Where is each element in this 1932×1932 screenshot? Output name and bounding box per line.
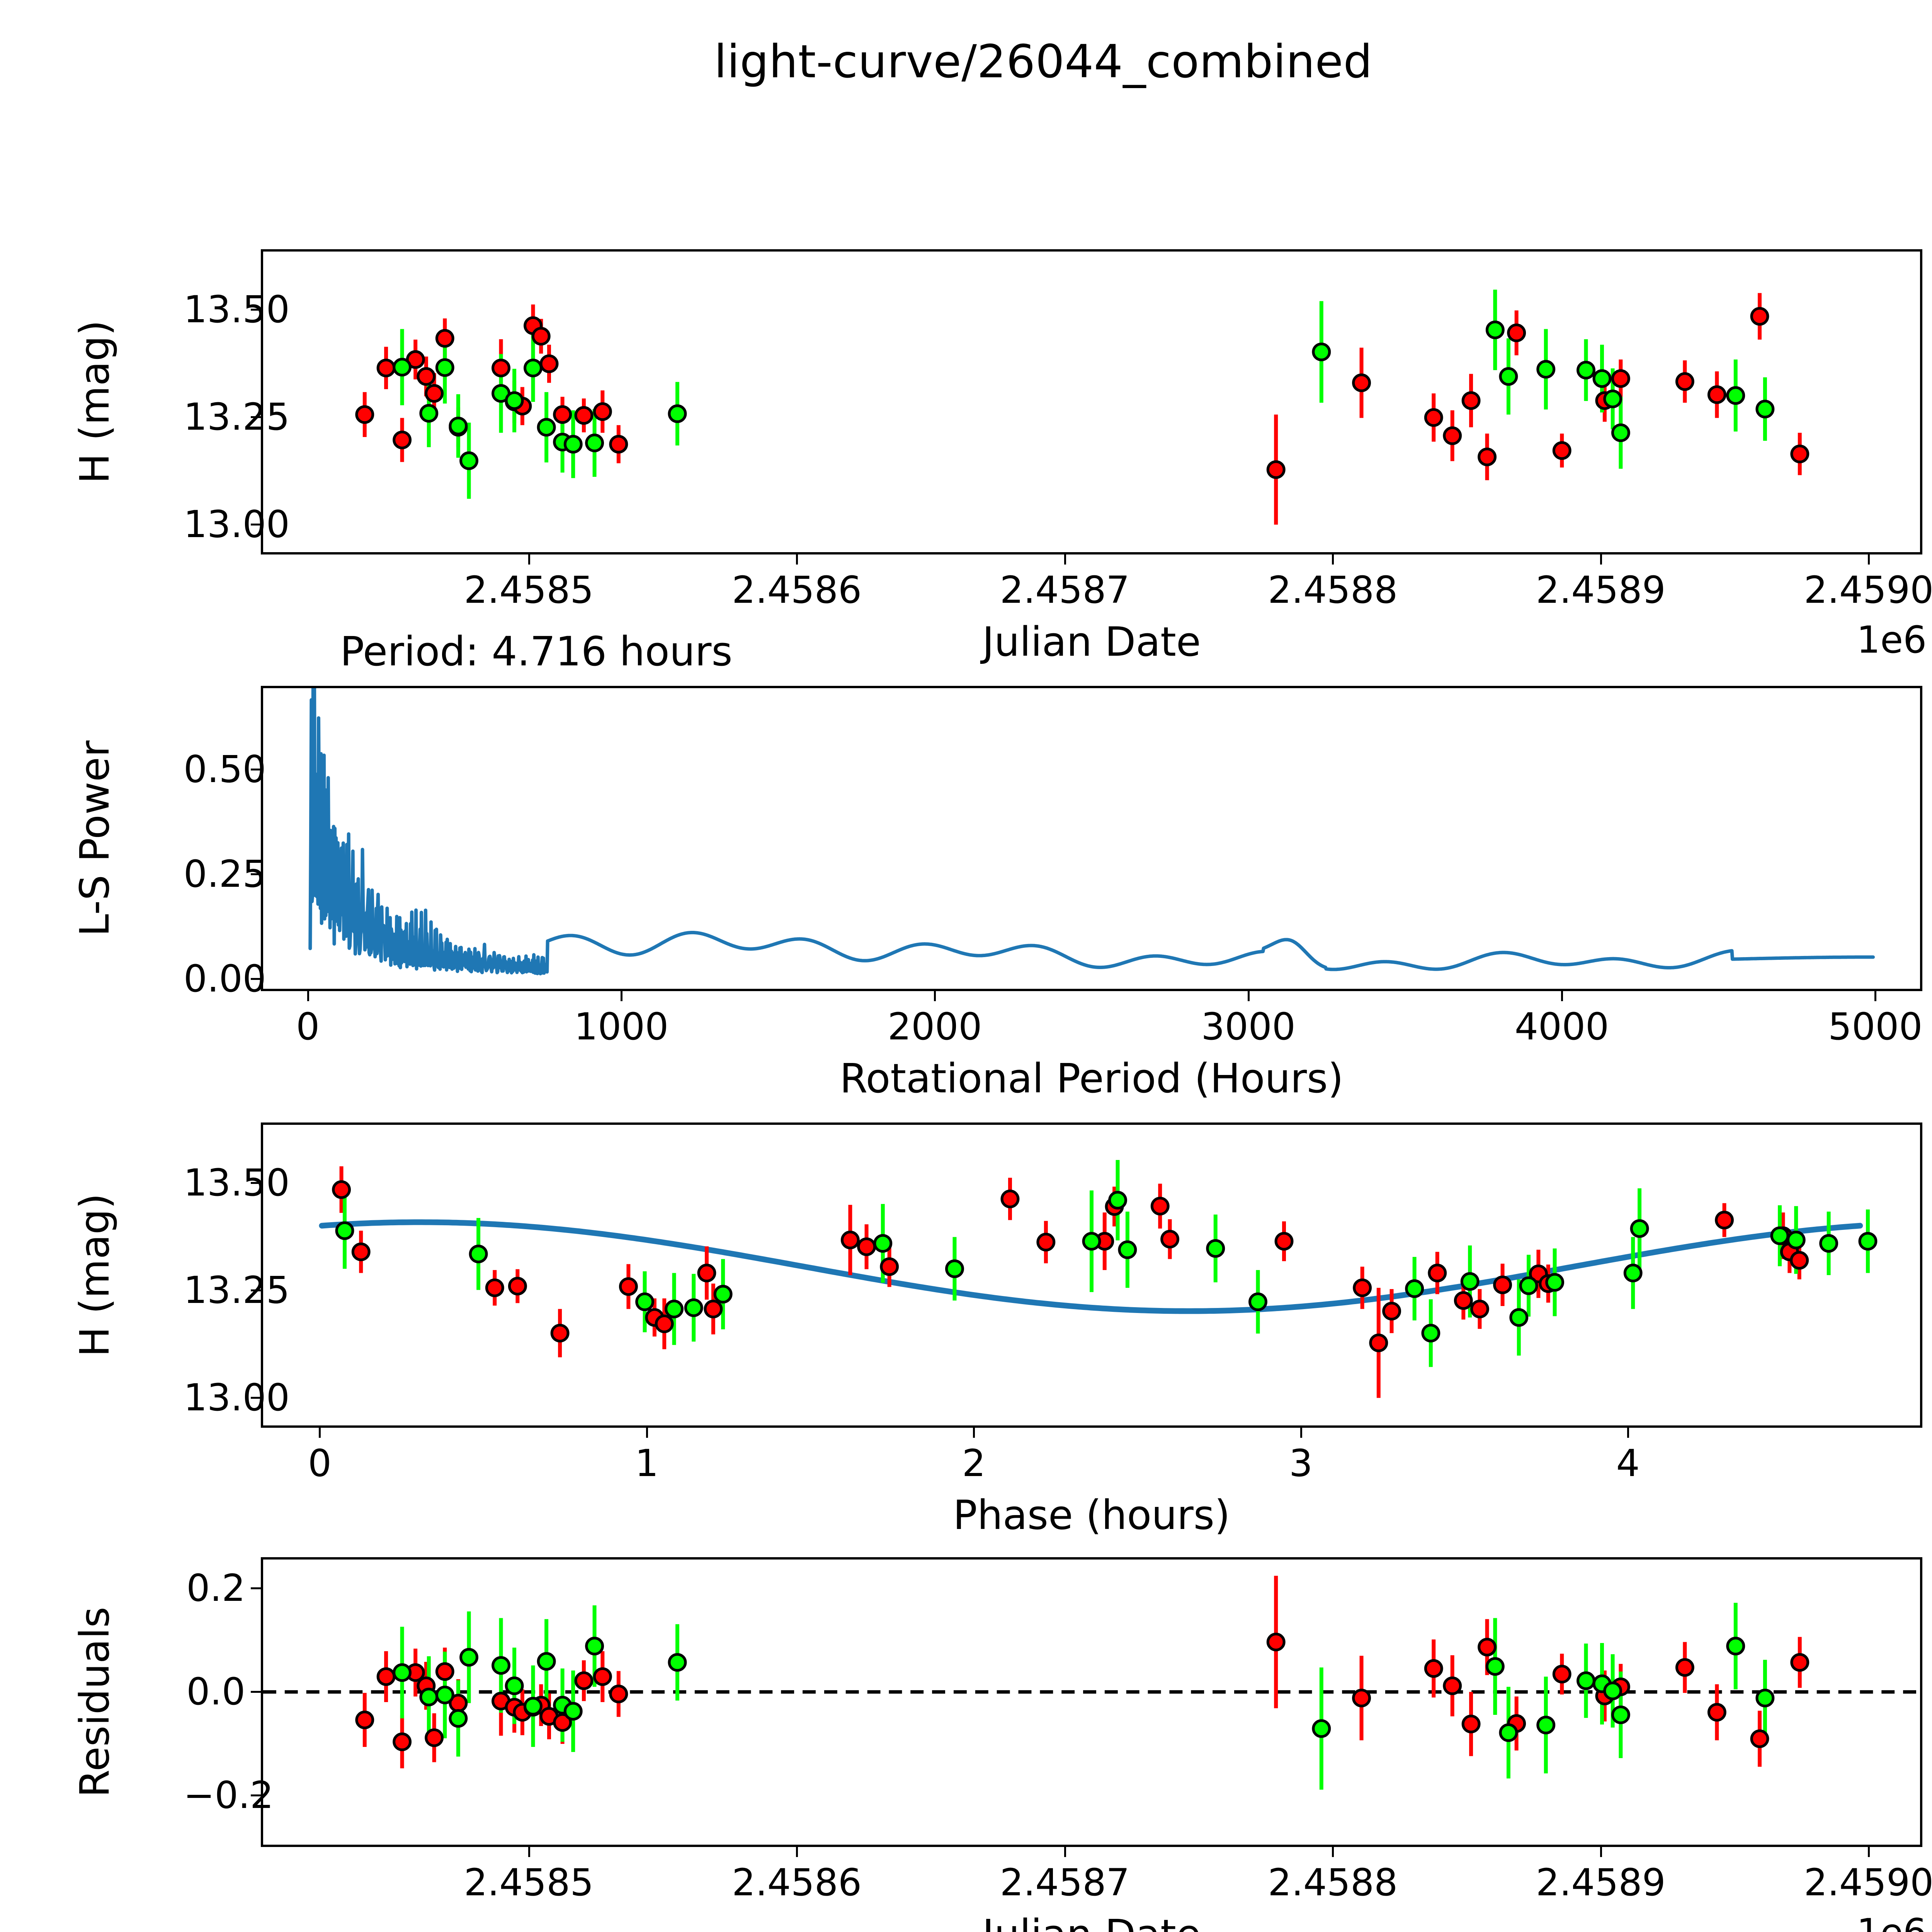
- panel-periodogram-xtick: [621, 991, 623, 1001]
- panel-residuals-xticklabel: 2.4588: [1268, 1861, 1398, 1904]
- panel-residuals-xtick: [796, 1847, 798, 1857]
- panel-periodogram-xticklabel: 3000: [1201, 1005, 1296, 1048]
- panel-periodogram-ylabel: L-S Power: [71, 740, 118, 937]
- panel-phase-xticklabel: 3: [1289, 1442, 1313, 1485]
- panel-residuals-ytick: [251, 1587, 261, 1590]
- panel-residuals-xticklabel: 2.4585: [464, 1861, 594, 1904]
- panel-periodogram-xlabel: Rotational Period (Hours): [840, 1055, 1344, 1102]
- panel-periodogram-xtick: [1561, 991, 1563, 1001]
- phase-plot: [319, 1160, 1878, 1398]
- panel-lightcurve-ylabel: H (mag): [71, 320, 118, 484]
- panel-residuals-xoffset: 1e6: [1857, 1911, 1927, 1932]
- panel-lightcurve-xtick: [1868, 554, 1870, 565]
- axes-box-lightcurve: [261, 249, 1922, 554]
- panel-residuals-yticklabel: −0.2: [184, 1774, 274, 1817]
- panel-lightcurve-xtick: [1064, 554, 1066, 565]
- panel-periodogram-ytick: [251, 873, 261, 875]
- panel-lightcurve-yticklabel: 13.50: [184, 287, 290, 331]
- panel-residuals-xtick: [528, 1847, 530, 1857]
- panel-phase-xticklabel: 2: [962, 1442, 986, 1485]
- panel-residuals-xtick: [1868, 1847, 1870, 1857]
- panel-residuals-ytick: [251, 1794, 261, 1797]
- panel-lightcurve-xticklabel: 2.4587: [1000, 568, 1130, 612]
- panel-lightcurve-yticklabel: 13.25: [184, 395, 290, 439]
- panel-phase-ytick: [251, 1289, 261, 1291]
- panel-lightcurve-xticklabel: 2.4586: [732, 568, 862, 612]
- panel-periodogram-yticklabel: 0.00: [184, 957, 266, 1000]
- panel-residuals: [261, 1557, 1922, 1847]
- panel-lightcurve-ytick: [251, 416, 261, 418]
- panel-periodogram-yticklabel: 0.25: [184, 852, 266, 896]
- panel-phase-xticklabel: 1: [635, 1442, 659, 1485]
- panel-lightcurve-xtick: [796, 554, 798, 565]
- periodogram-plot: [308, 688, 1875, 976]
- panel-phase-yticklabel: 13.00: [184, 1376, 290, 1420]
- panel-lightcurve-ytick: [251, 524, 261, 526]
- panel-phase-ytick: [251, 1397, 261, 1399]
- lightcurve-plot: [355, 289, 1810, 525]
- panel-phase: [261, 1122, 1922, 1428]
- panel-periodogram-xticklabel: 0: [296, 1005, 320, 1048]
- panel-phase-xtick: [646, 1428, 648, 1438]
- panel-lightcurve-xticklabel: 2.4590: [1804, 568, 1932, 612]
- panel-phase-ylabel: H (mag): [71, 1193, 118, 1357]
- panel-phase-xticklabel: 4: [1616, 1442, 1640, 1485]
- panel-phase-yticklabel: 13.50: [184, 1161, 290, 1204]
- panel-residuals-xticklabel: 2.4589: [1536, 1861, 1666, 1904]
- panel-lightcurve-ytick: [251, 308, 261, 311]
- panel-periodogram-xtick: [307, 991, 309, 1001]
- figure-title: light-curve/26044_combined: [714, 35, 1372, 88]
- panel-phase-ytick: [251, 1182, 261, 1184]
- axes-box-phase: [261, 1122, 1922, 1428]
- panel-phase-xtick: [973, 1428, 975, 1438]
- panel-residuals-yticklabel: 0.2: [186, 1566, 245, 1610]
- panel-periodogram-xticklabel: 1000: [574, 1005, 669, 1048]
- panel-lightcurve-xtick: [528, 554, 530, 565]
- panel-residuals-xlabel: Julian Date: [982, 1911, 1201, 1932]
- axes-box-periodogram: [261, 686, 1922, 991]
- panel-periodogram-xtick: [934, 991, 936, 1001]
- panel-residuals-xticklabel: 2.4587: [1000, 1861, 1130, 1904]
- panel-periodogram-xticklabel: 4000: [1514, 1005, 1609, 1048]
- panel-periodogram-xtick: [1247, 991, 1250, 1001]
- panel-lightcurve-xtick: [1600, 554, 1602, 565]
- residuals-plot: [263, 1576, 1920, 1790]
- panel-periodogram-ytick: [251, 978, 261, 980]
- panel-residuals-xtick: [1332, 1847, 1334, 1857]
- panel-periodogram-xticklabel: 5000: [1828, 1005, 1923, 1048]
- panel-phase-xtick: [319, 1428, 321, 1438]
- panel-residuals-ytick: [251, 1691, 261, 1693]
- panel-lightcurve-xtick: [1332, 554, 1334, 565]
- panel-phase-yticklabel: 13.25: [184, 1268, 290, 1312]
- panel-residuals-xticklabel: 2.4586: [732, 1861, 862, 1904]
- panel-periodogram-yticklabel: 0.50: [184, 748, 266, 791]
- panel-periodogram: [261, 686, 1922, 991]
- panel-lightcurve-xoffset: 1e6: [1857, 618, 1927, 662]
- panel-phase-xlabel: Phase (hours): [953, 1492, 1230, 1539]
- panel-residuals-xtick: [1064, 1847, 1066, 1857]
- panel-residuals-xtick: [1600, 1847, 1602, 1857]
- period-annotation: Period: 4.716 hours: [340, 628, 733, 675]
- panel-lightcurve-xticklabel: 2.4589: [1536, 568, 1666, 612]
- panel-phase-xticklabel: 0: [308, 1442, 332, 1485]
- axes-box-residuals: [261, 1557, 1922, 1847]
- panel-phase-xtick: [1300, 1428, 1302, 1438]
- panel-lightcurve: [261, 249, 1922, 554]
- panel-lightcurve-yticklabel: 13.00: [184, 503, 290, 546]
- panel-periodogram-xtick: [1874, 991, 1877, 1001]
- panel-lightcurve-xticklabel: 2.4588: [1268, 568, 1398, 612]
- panel-periodogram-xticklabel: 2000: [888, 1005, 982, 1048]
- panel-residuals-ylabel: Residuals: [71, 1607, 118, 1798]
- panel-phase-xtick: [1627, 1428, 1629, 1438]
- panel-residuals-xticklabel: 2.4590: [1804, 1861, 1932, 1904]
- panel-lightcurve-xlabel: Julian Date: [982, 618, 1201, 665]
- panel-periodogram-ytick: [251, 769, 261, 771]
- panel-lightcurve-xticklabel: 2.4585: [464, 568, 594, 612]
- panel-residuals-yticklabel: 0.0: [186, 1670, 245, 1714]
